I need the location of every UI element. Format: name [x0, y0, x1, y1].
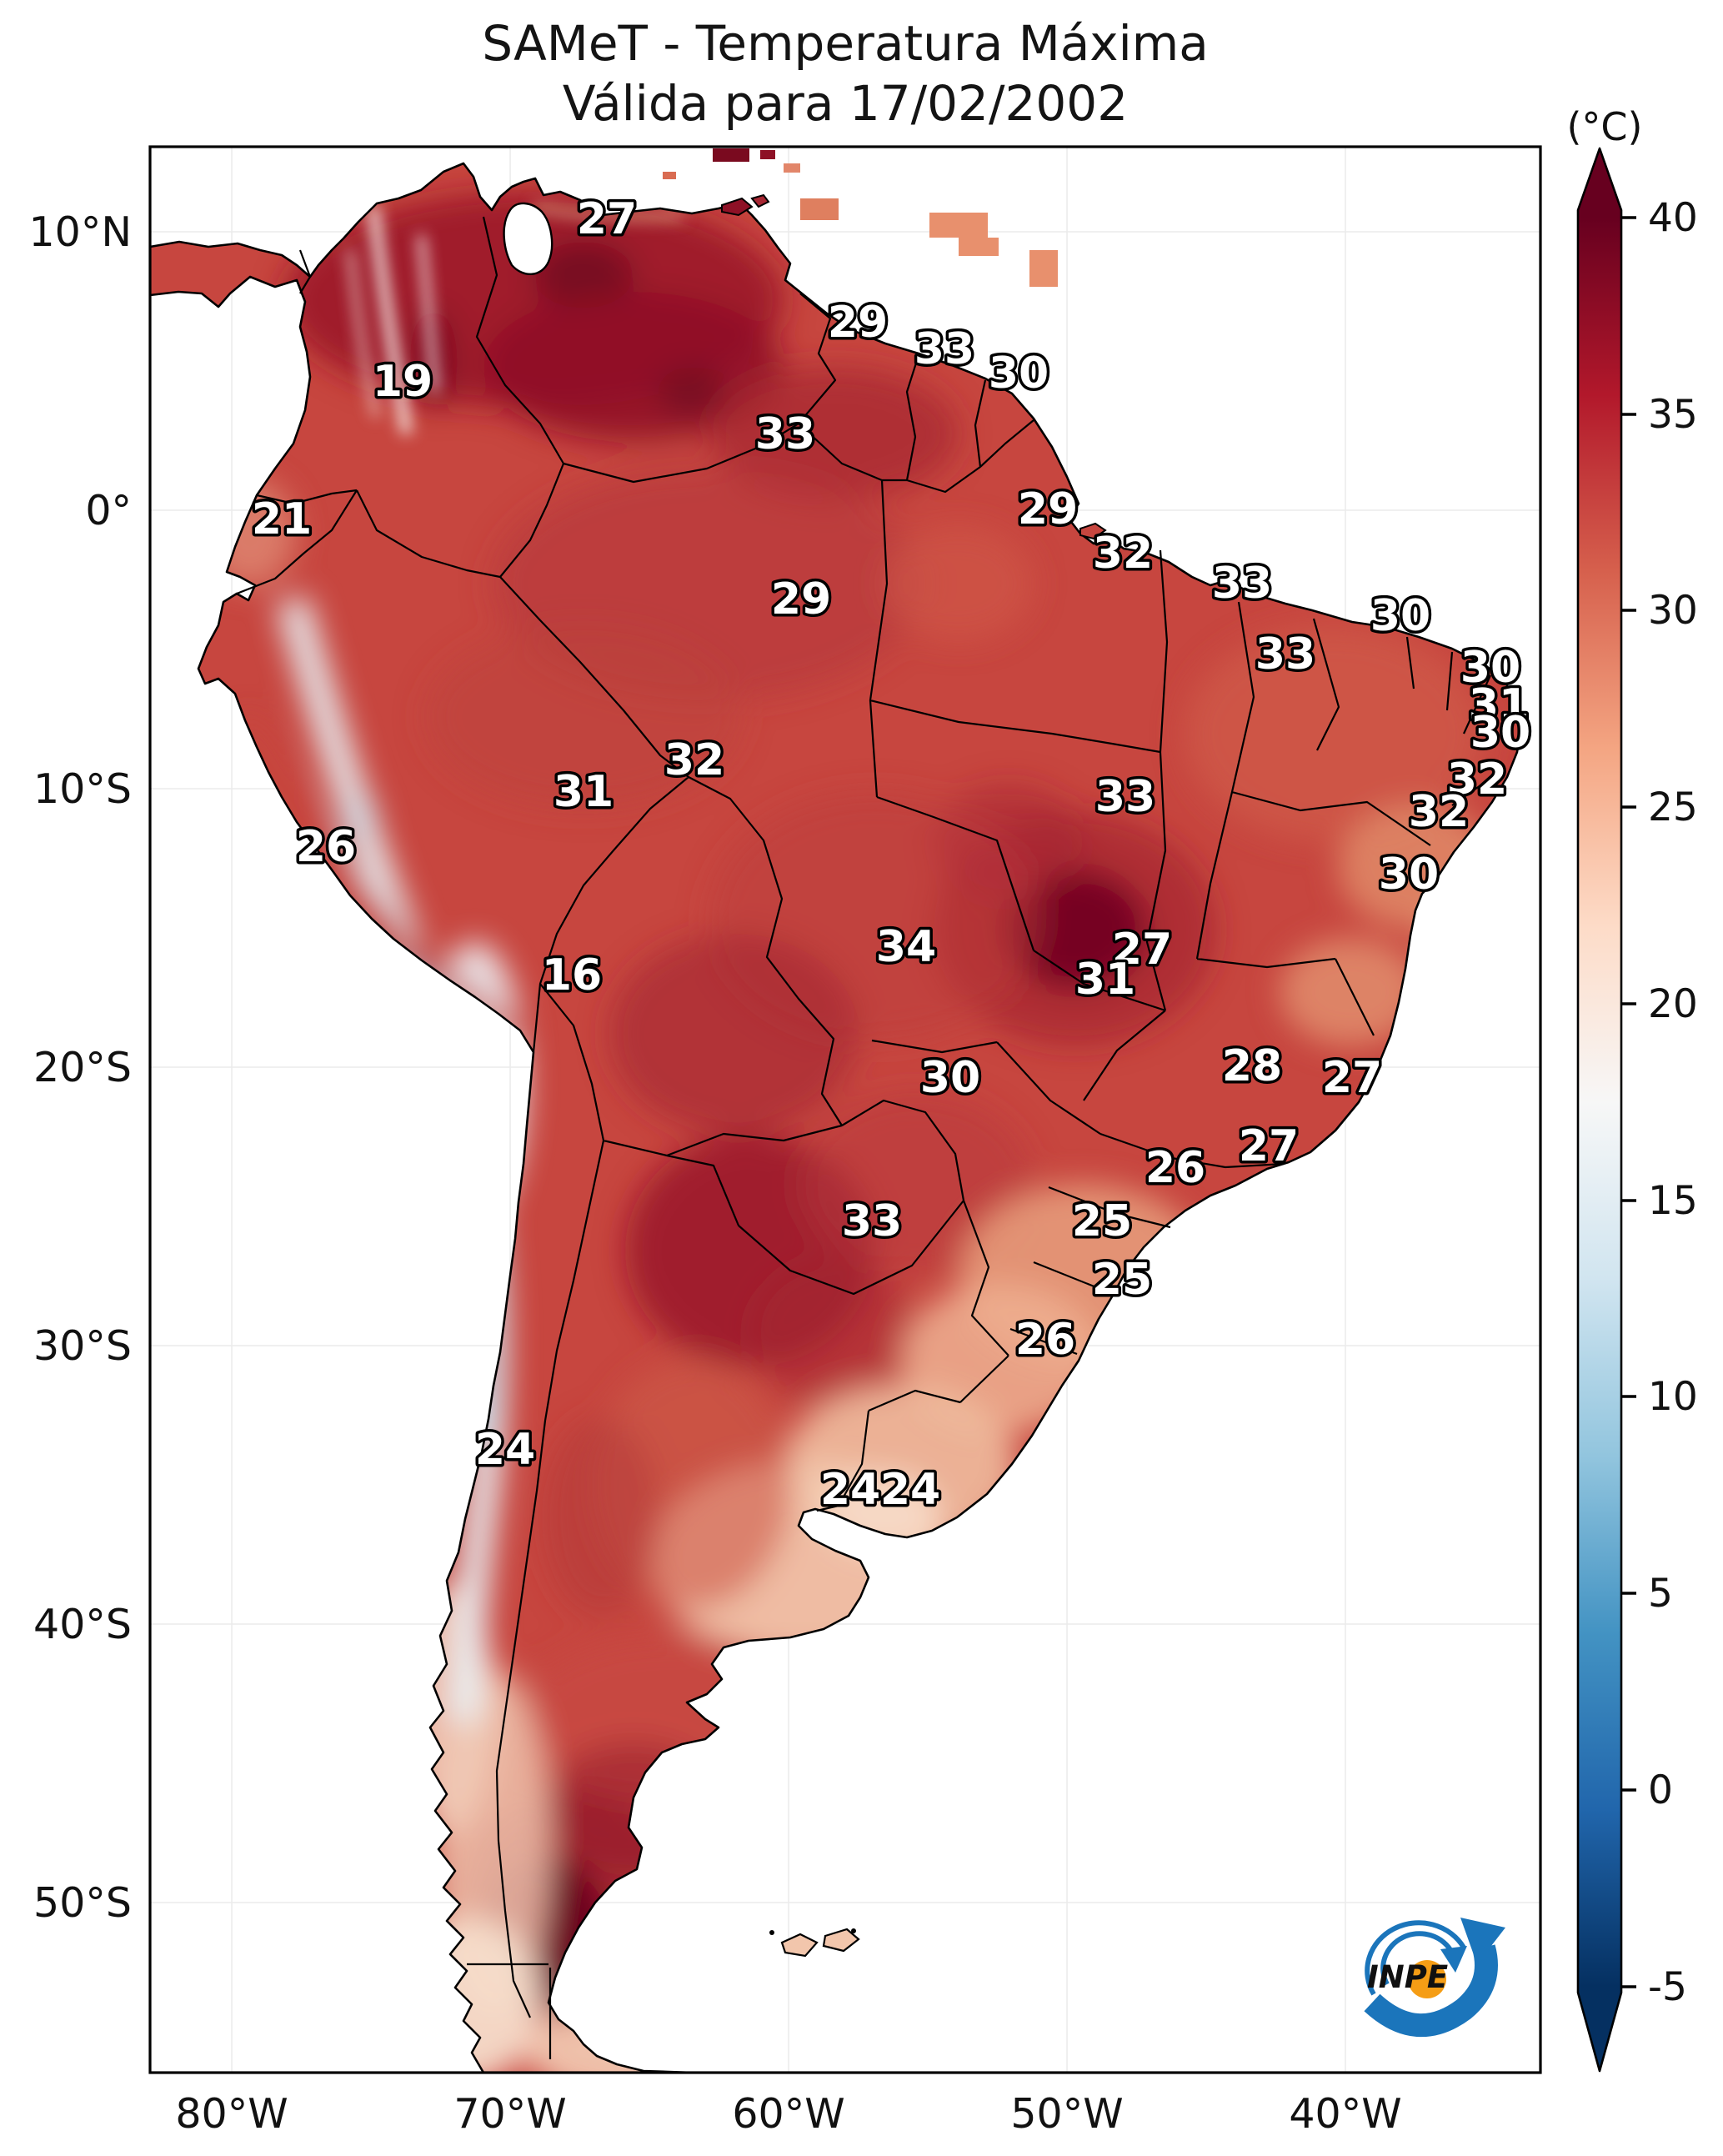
offshore-data-patches [663, 148, 1058, 287]
lon-tick-label: 70°W [453, 2090, 566, 2138]
station-temp-label: 26 [1015, 1315, 1075, 1365]
inpe-swirl-arrowhead-icon [1440, 1946, 1467, 1973]
station-temp-label: 32 [1093, 529, 1153, 579]
colorbar-tick-label: 20 [1648, 981, 1698, 1027]
station-temp-label: 26 [1145, 1143, 1205, 1193]
inpe-swoosh-arrowhead-icon [1460, 1918, 1505, 1964]
station-temp-label: 27 [1322, 1053, 1382, 1103]
colorbar-tick-labels: 40 35 30 25 20 15 10 5 0 -5 [1621, 195, 1698, 2010]
station-temp-label: 32 [1447, 755, 1507, 805]
station-temp-label: 33 [914, 324, 974, 374]
colorbar-tick-label: 40 [1648, 195, 1698, 241]
station-temp-label: 25 [1092, 1255, 1152, 1305]
station-temp-label: 21 [252, 494, 312, 544]
colorbar-tick-label: 0 [1648, 1767, 1673, 1813]
colorbar-tick-label: 5 [1648, 1571, 1673, 1617]
colorbar-tick-label: 25 [1648, 785, 1698, 830]
inpe-logo: INPE [1364, 1918, 1505, 2038]
lat-tick-label: 30°S [33, 1322, 132, 1370]
station-temp-label: 29 [771, 574, 831, 624]
lon-tick-label: 40°W [1289, 2090, 1401, 2138]
inpe-logo-text: INPE [1367, 1959, 1448, 1995]
station-temp-label: 33 [842, 1196, 902, 1246]
lat-tick-label: 50°S [33, 1879, 132, 1927]
station-temp-label: 24 [880, 1465, 940, 1515]
inpe-swirl-inner-icon [1380, 1931, 1455, 1986]
station-temp-label: 30 [1370, 591, 1430, 641]
colorbar-tick-label: 30 [1648, 588, 1698, 634]
station-temp-label: 30 [920, 1053, 980, 1103]
station-temp-label: 27 [1112, 925, 1172, 975]
lat-tick-label: 40°S [33, 1601, 132, 1648]
station-temp-label: 32 [1409, 787, 1469, 837]
latitude-axis-labels: 10°N 0° 10°S 20°S 30°S 40°S 50°S [28, 208, 132, 1927]
station-temp-label: 29 [1018, 484, 1078, 534]
colorbar-bar [1576, 147, 1623, 2073]
lon-tick-label: 60°W [732, 2090, 844, 2138]
station-temp-label: 31 [553, 767, 614, 817]
station-temp-label: 32 [664, 735, 724, 785]
lake-maracaibo [503, 202, 553, 275]
lon-tick-label: 50°W [1010, 2090, 1123, 2138]
lat-tick-label: 0° [85, 487, 132, 534]
station-temp-label: 31 [1469, 680, 1529, 730]
station-temp-label: 27 [577, 194, 637, 244]
station-temp-label: 30 [1460, 643, 1520, 693]
station-temp-label: 30 [989, 348, 1049, 399]
plot-frame [148, 145, 1542, 2074]
station-temp-label: 19 [373, 357, 433, 407]
station-temp-label: 34 [876, 922, 936, 972]
figure-title-line1: SAMeT - Temperatura Máxima [482, 15, 1209, 72]
station-temp-label: 33 [1255, 629, 1315, 679]
station-temp-label: 30 [1379, 850, 1439, 900]
station-temp-label: 33 [755, 409, 815, 459]
inpe-swoosh-icon [1364, 1944, 1498, 2038]
colorbar-tick-label: 15 [1648, 1178, 1698, 1224]
station-temp-label: 25 [1072, 1196, 1132, 1246]
colorbar-tick-label: 10 [1648, 1374, 1698, 1420]
station-temp-label: 31 [1075, 955, 1135, 1005]
lon-tick-label: 80°W [175, 2090, 288, 2138]
colorbar: (°C) 40 35 30 25 20 15 10 5 0 -5 [1566, 104, 1698, 2073]
station-temp-label: 30 [1470, 708, 1530, 758]
lat-tick-label: 10°N [28, 208, 132, 256]
islands [721, 193, 1107, 1958]
station-temp-label: 24 [820, 1465, 880, 1515]
inpe-swirl-outer-icon [1365, 1920, 1466, 1996]
colorbar-unit-label: (°C) [1566, 104, 1642, 149]
station-temp-label: 16 [542, 950, 602, 1000]
figure-title-line2: Válida para 17/02/2002 [563, 75, 1128, 132]
station-temp-label: 28 [1222, 1041, 1282, 1091]
lat-tick-label: 10°S [33, 765, 132, 813]
station-temp-label: 29 [828, 298, 888, 348]
lat-tick-label: 20°S [33, 1044, 132, 1091]
station-temp-label: 26 [296, 822, 356, 872]
political-borders [236, 216, 1498, 2059]
coastline-outline [149, 162, 1522, 2074]
station-temp-label: 33 [1212, 559, 1272, 609]
inpe-orange-ball-icon [1408, 1960, 1446, 1998]
longitude-axis-labels: 80°W 70°W 60°W 50°W 40°W [175, 2090, 1401, 2138]
station-temp-label: 24 [475, 1425, 535, 1475]
colorbar-tick-label: 35 [1648, 392, 1698, 438]
colorbar-tick-label: -5 [1648, 1964, 1687, 2010]
station-temp-label: 33 [1095, 772, 1155, 822]
station-temp-label: 27 [1239, 1121, 1299, 1171]
